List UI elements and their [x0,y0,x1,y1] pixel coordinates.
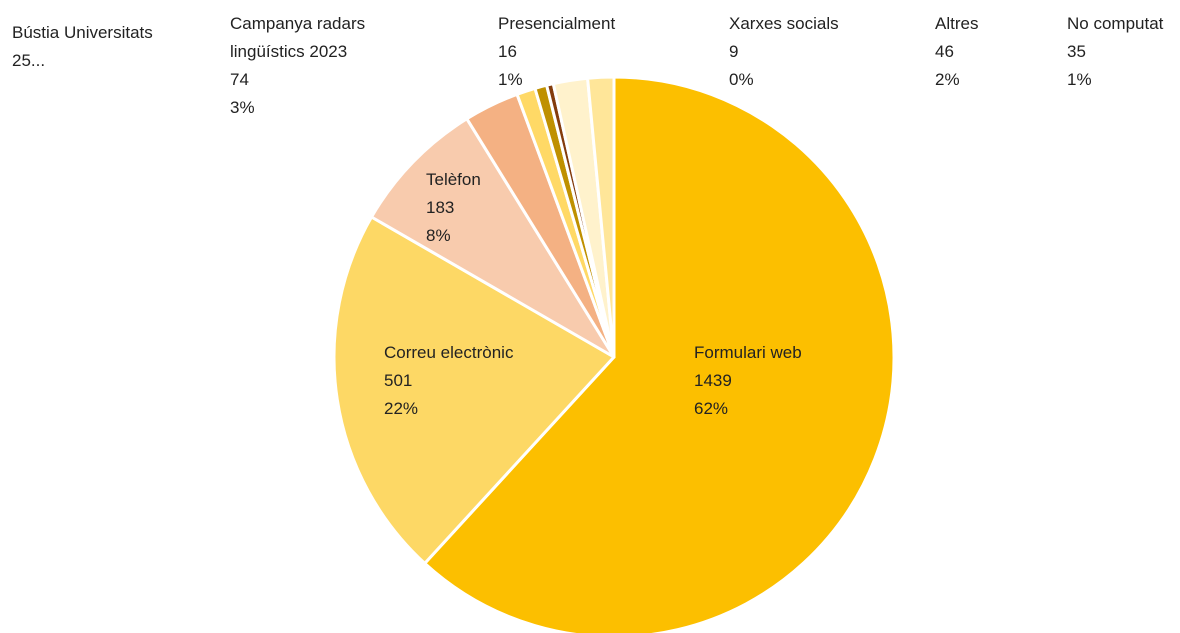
category-label: Xarxes socials [729,14,839,33]
pie-slice [423,75,896,633]
value-label: 16 [498,42,517,61]
slice-label: Formulari web 1439 62% [694,339,894,423]
percent-label: 0% [729,70,754,89]
slice-label: Presencialment 16 1% [498,10,658,94]
value-label: 1439 [694,371,732,390]
pie-slice [586,75,616,359]
value-label: 25... [12,51,46,70]
category-label: No computat [1067,14,1164,33]
pie-slice [370,117,616,359]
percent-label: 62% [694,399,729,418]
value-label: 183 [426,198,455,217]
percent-label: 1% [498,70,523,89]
slice-label: Telèfon 183 8% [426,166,546,250]
value-label: 35 [1067,42,1086,61]
percent-label: 3% [230,98,255,117]
category-label: Telèfon [426,170,481,189]
slice-label: Altres 46 2% [935,10,1055,94]
pie-slice [332,215,616,565]
slice-label: Xarxes socials 9 0% [729,10,889,94]
category-label: Presencialment [498,14,616,33]
percent-label: 22% [384,399,419,418]
category-label: Correu electrònic [384,343,514,362]
category-label: Formulari web [694,343,802,362]
value-label: 46 [935,42,954,61]
value-label: 501 [384,371,413,390]
slice-label: Bústia Universitats 25... [12,19,192,75]
percent-label: 1% [1067,70,1092,89]
percent-label: 8% [426,226,451,245]
percent-label: 2% [935,70,960,89]
value-label: 9 [729,42,739,61]
slice-label: Correu electrònic 501 22% [384,339,584,423]
category-label: Bústia Universitats [12,23,153,42]
category-label: Campanya radars lingüístics 2023 [230,14,366,61]
slice-label: No computat 35 1% [1067,10,1180,94]
slice-label: Campanya radars lingüístics 2023 74 3% [230,10,390,122]
value-label: 74 [230,70,249,89]
category-label: Altres [935,14,979,33]
